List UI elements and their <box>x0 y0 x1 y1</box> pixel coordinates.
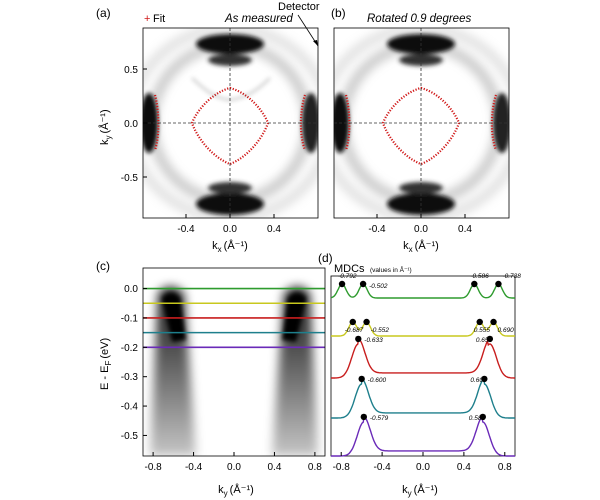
mdc-curve-2 <box>331 337 515 379</box>
mdc-peak-label-3-1: 0.600 <box>470 377 487 384</box>
fit-legend-label: Fit <box>153 13 165 25</box>
mdc-curve-4 <box>331 415 515 457</box>
panel-d-xlabel: ky (Å⁻¹) <box>402 483 438 498</box>
mdc-peak-1-0 <box>349 318 356 326</box>
panel-c-y-ticks: 0.0 -0.1 -0.2 -0.3 -0.4 -0.5 <box>121 284 147 442</box>
mdc-peak-1-3 <box>490 318 497 326</box>
b-xtick-1: 0.0 <box>414 224 428 235</box>
b-xtick-2: 0.4 <box>458 224 472 235</box>
panel-b-title: Rotated 0.9 degrees <box>367 13 471 25</box>
panel-a-title: As measured <box>224 13 293 25</box>
mdc-peak-2-1 <box>486 335 494 343</box>
c-ytick-2: -0.2 <box>121 343 139 354</box>
fit-legend-marker: + <box>144 13 150 25</box>
panel-a: (a) <box>96 1 320 254</box>
mdc-curve-0 <box>330 283 515 299</box>
mdc-peak-0-2 <box>471 280 478 288</box>
panel-b-image <box>334 28 509 218</box>
mdc-peak-label-3-0: -0.600 <box>368 377 387 384</box>
mdc-peak-0-0 <box>338 280 346 288</box>
d-xtick-0: -0.8 <box>333 462 351 473</box>
mdc-peak-4-1 <box>479 413 486 421</box>
c-ytick-1: -0.1 <box>121 313 139 324</box>
panel-d: (d) MDCs (values in Å⁻¹) -0.792-0.502-0.… <box>318 251 521 498</box>
mdc-peak-1-2 <box>476 318 483 326</box>
a-xtick-2: 0.4 <box>267 224 281 235</box>
mdc-peak-label-0-0: -0.792 <box>338 273 357 280</box>
c-ytick-3: -0.3 <box>121 372 139 383</box>
d-xtick-4: 0.8 <box>498 462 512 473</box>
svg-text:ky(Å⁻¹): ky(Å⁻¹) <box>98 109 113 145</box>
c-xtick-0: -0.8 <box>144 462 162 473</box>
mdc-curves: -0.792 -0.502 -0.586 -0.738 -0.687 -0.552 0.55… <box>330 273 521 457</box>
c-xtick-2: 0.0 <box>227 462 241 473</box>
detector-annotation: Detector <box>278 1 320 13</box>
panel-b-x-ticks: -0.4 0.0 0.4 <box>368 214 472 235</box>
panel-c-image <box>143 268 325 456</box>
mdc-peak-label-1-1: -0.552 <box>371 327 390 334</box>
mdc-peak-label-4-0: -0.579 <box>370 415 389 422</box>
panel-a-x-ticks: -0.4 0.0 0.4 <box>177 214 281 235</box>
mdc-peak-3-1 <box>481 375 488 383</box>
mdc-peak-2-0 <box>355 335 362 343</box>
mdc-peak-label-1-3: 0.690 <box>498 327 515 334</box>
fermi-surface-fit-a <box>190 86 270 166</box>
d-xtick-2: 0.0 <box>416 462 430 473</box>
mdc-curve-1 <box>331 321 515 337</box>
panel-b-xlabel: kx (Å⁻¹) <box>403 239 439 254</box>
c-ytick-0: 0.0 <box>124 284 138 295</box>
a-ytick-2: -0.5 <box>121 173 139 184</box>
mdc-curve-3 <box>331 377 515 419</box>
panel-d-title-note: (values in Å⁻¹) <box>370 265 412 274</box>
a-ytick-1: 0.0 <box>124 119 138 130</box>
c-xtick-3: 0.4 <box>267 462 281 473</box>
panel-a-ylabel: ky(Å⁻¹) <box>98 109 113 145</box>
panel-c: (c) 0.0-0.1-0.2-0.3-0.4-0.5 -0.8 -0.4 0.0 0… <box>96 259 326 498</box>
panel-d-label: (d) <box>318 251 333 265</box>
mdc-peak-label-4-1: 0.585 <box>469 415 486 422</box>
d-xtick-3: 0.4 <box>457 462 471 473</box>
panel-a-label: (a) <box>96 6 111 20</box>
mdc-peak-3-0 <box>358 375 365 383</box>
a-ytick-0: 0.5 <box>124 65 138 76</box>
mdc-peak-label-2-0: -0.633 <box>364 337 383 344</box>
mdc-peak-0-1 <box>359 280 367 288</box>
d-xtick-1: -0.4 <box>373 462 391 473</box>
mdc-peak-label-1-0: -0.687 <box>345 327 364 334</box>
c-ytick-5: -0.5 <box>121 431 139 442</box>
panel-d-title: MDCs <box>334 263 365 275</box>
panel-a-image <box>143 28 318 218</box>
panel-a-y-ticks: 0.5 0.0 -0.5 <box>121 65 147 184</box>
fermi-surface-fit-b <box>381 86 461 166</box>
cut-lines <box>143 287 325 349</box>
panel-c-x-ticks: -0.8 -0.4 0.0 0.4 0.8 <box>144 452 322 473</box>
mdc-peak-0-3 <box>495 280 502 288</box>
c-xtick-1: -0.4 <box>185 462 203 473</box>
panel-c-xlabel: ky (Å⁻¹) <box>218 483 254 498</box>
panel-a-xlabel: kx (Å⁻¹) <box>212 239 248 254</box>
panel-b: (b) Rotated 0.9 degrees <box>331 6 510 254</box>
a-xtick-1: 0.0 <box>223 224 237 235</box>
panel-c-label: (c) <box>96 259 110 273</box>
c-ytick-4: -0.4 <box>121 402 139 413</box>
panel-b-label: (b) <box>331 6 346 20</box>
c-xtick-4: 0.8 <box>308 462 322 473</box>
mdc-peak-1-1 <box>363 318 370 326</box>
b-xtick-0: -0.4 <box>368 224 386 235</box>
a-xtick-0: -0.4 <box>177 224 195 235</box>
panel-c-ylabel: E - EF(eV) <box>99 338 113 390</box>
mdc-peak-label-1-2: 0.555 <box>474 327 491 334</box>
mdc-peak-label-0-1: -0.502 <box>369 283 388 290</box>
svg-text:E - EF(eV): E - EF(eV) <box>99 338 113 390</box>
mdc-peak-label-2-1: 0.654 <box>476 337 493 344</box>
panel-d-x-ticks: -0.8 -0.4 0.0 0.4 0.8 <box>333 452 512 473</box>
mdc-peak-label-0-3: -0.738 <box>502 273 521 280</box>
mdc-peak-4-0 <box>360 413 368 421</box>
mdc-peak-label-0-2: -0.586 <box>470 273 489 280</box>
